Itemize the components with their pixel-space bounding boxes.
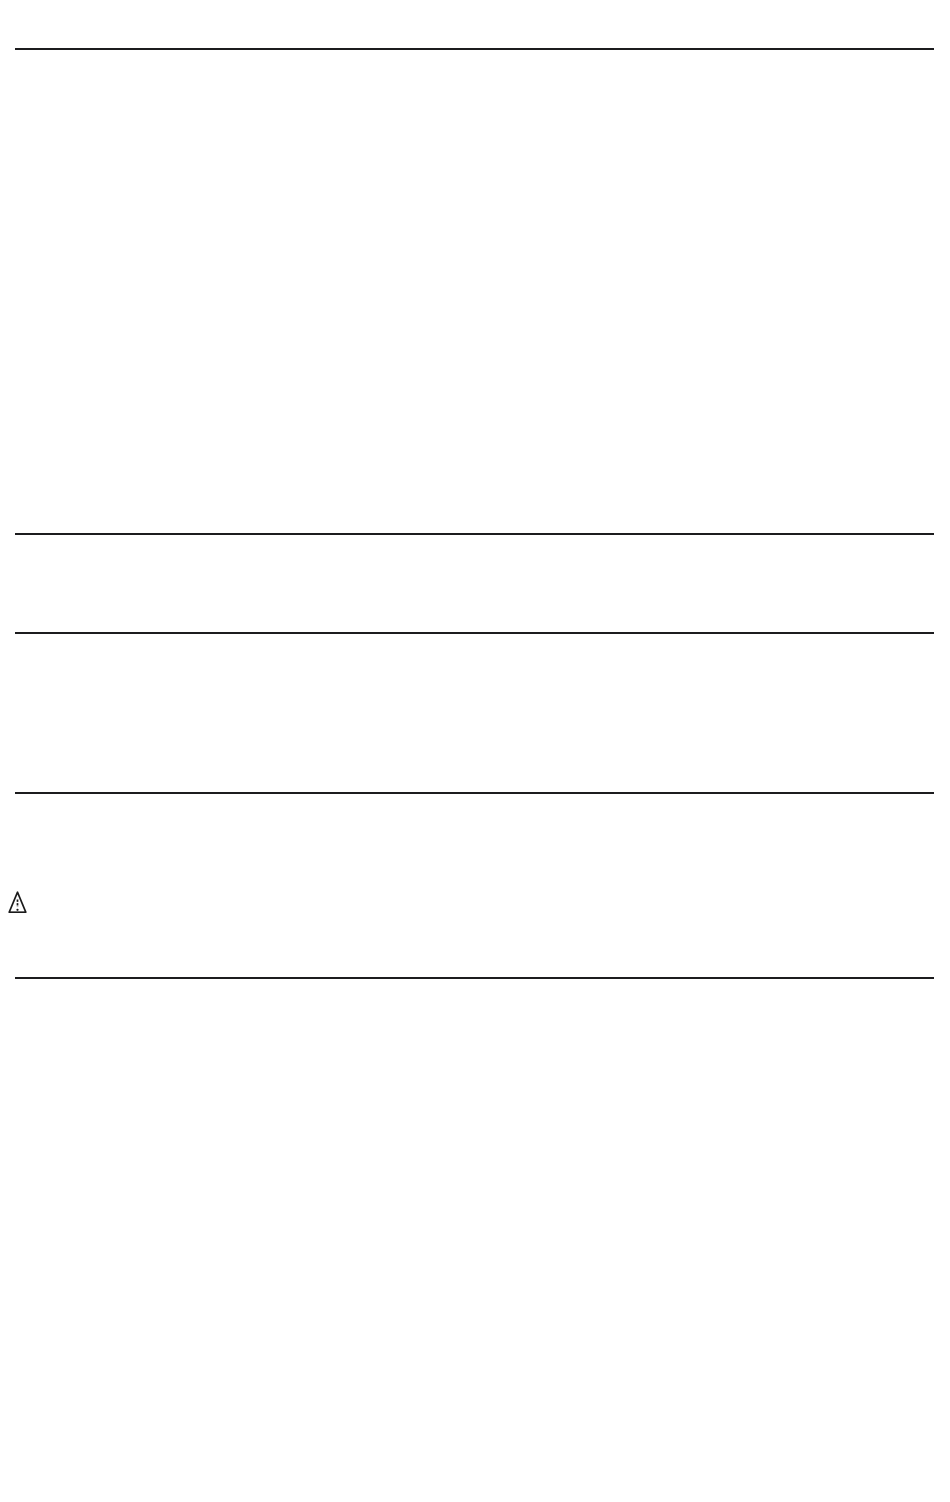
flow-rate-chart: Stopa protoka (standardnih l/min) <box>0 1010 950 1400</box>
horizontal-rule <box>15 48 934 50</box>
horizontal-rule <box>15 792 934 794</box>
horizontal-rule <box>15 632 934 634</box>
warning-icon <box>8 890 27 915</box>
horizontal-rule <box>15 977 934 979</box>
horizontal-rule <box>15 533 934 535</box>
